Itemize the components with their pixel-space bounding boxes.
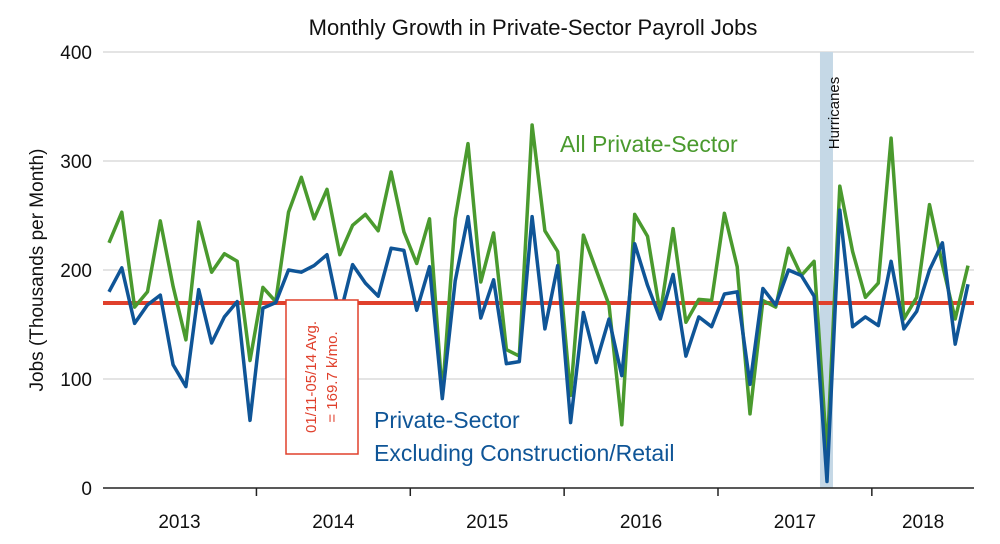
y-tick-label: 400 (60, 43, 92, 64)
series-layer (107, 123, 970, 484)
average-label-border (285, 299, 359, 455)
chart-title: Monthly Growth in Private-Sector Payroll… (309, 15, 758, 40)
x-tick-label: 2013 (158, 512, 200, 533)
x-axis: 2013 2014 2015 2016 2017 2018 (103, 487, 974, 533)
series-line-excluding-construction-retail (107, 208, 970, 484)
y-tick-label: 100 (60, 370, 92, 391)
excluding-label-line1: Private-Sector (374, 407, 520, 433)
average-label-box: 01/11-05/14 Avg. = 169.7 k/mo. (285, 299, 359, 455)
all-private-label: All Private-Sector (560, 131, 738, 157)
y-tick-label: 300 (60, 152, 92, 173)
y-axis-title: Jobs (Thousands per Month) (27, 149, 48, 392)
gridlines (103, 51, 974, 380)
excluding-label-line2: Excluding Construction/Retail (374, 440, 674, 466)
x-tick-label: 2017 (774, 512, 816, 533)
y-tick-label: 200 (60, 261, 92, 282)
y-tick-labels: 0 100 200 300 400 (60, 43, 92, 500)
x-tick-label: 2014 (312, 512, 355, 533)
y-tick-label: 0 (81, 479, 92, 500)
hurricanes-label: Hurricanes (826, 77, 843, 150)
x-tick-label: 2018 (902, 512, 944, 533)
average-label-line2: = 169.7 k/mo. (324, 331, 341, 422)
x-tick-label: 2016 (620, 512, 662, 533)
average-label-line1: 01/11-05/14 Avg. (303, 321, 320, 433)
x-tick-label: 2015 (466, 512, 508, 533)
series-line-all-private (107, 123, 970, 458)
